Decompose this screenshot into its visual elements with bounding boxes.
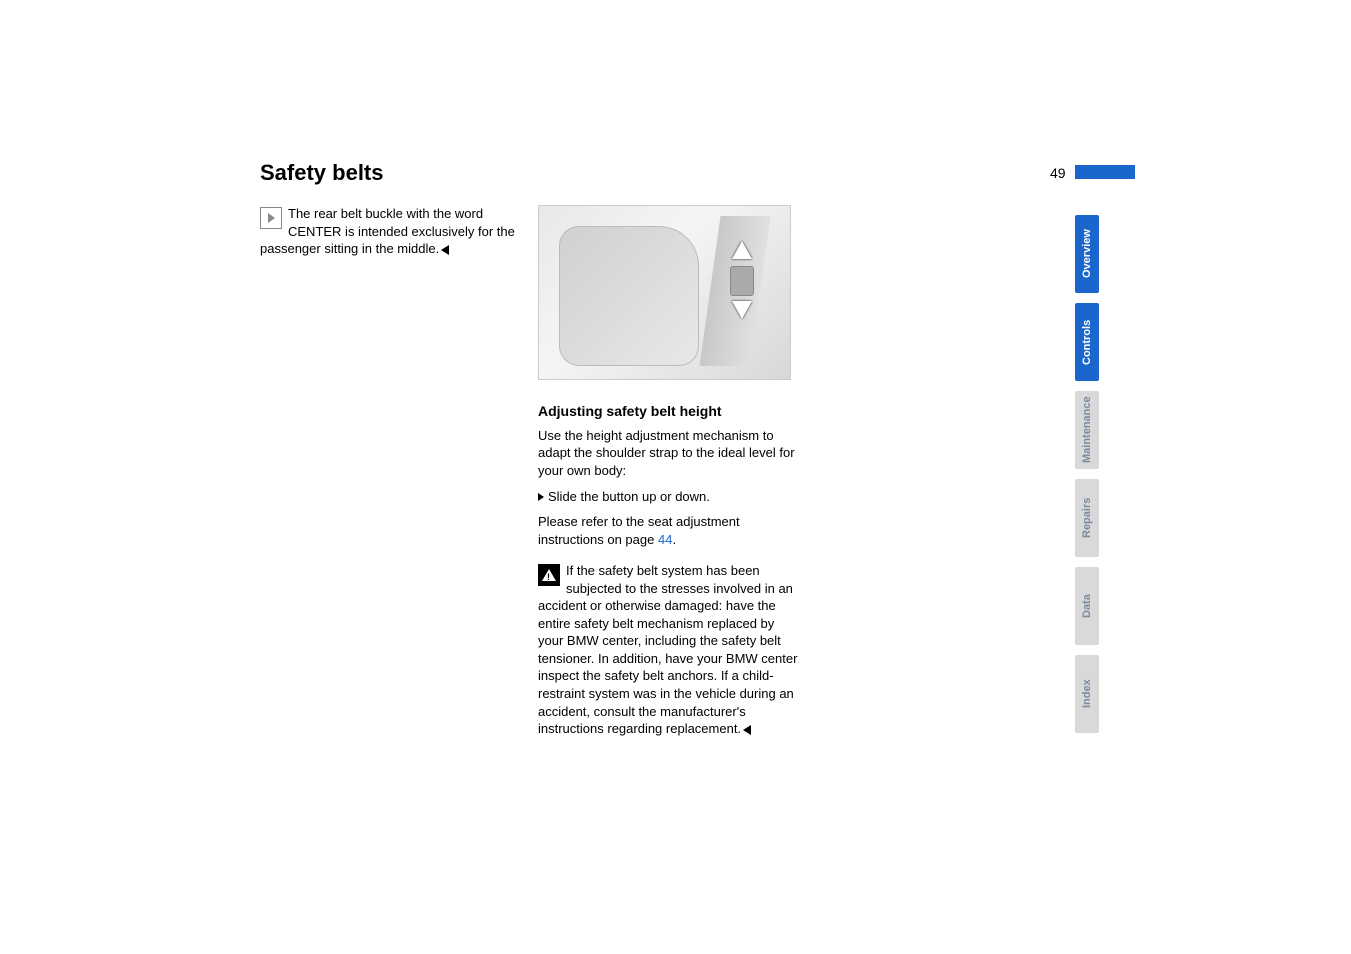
arrow-up-icon <box>732 241 752 259</box>
page-link-44[interactable]: 44 <box>658 532 672 547</box>
note-block: The rear belt buckle with the word CENTE… <box>260 205 525 258</box>
side-tabs: Overview Controls Maintenance Repairs Da… <box>1075 215 1099 743</box>
figure-adjust-button <box>730 266 754 296</box>
tab-maintenance[interactable]: Maintenance <box>1075 391 1099 469</box>
tab-controls[interactable]: Controls <box>1075 303 1099 381</box>
warning-block: If the safety belt system has been subje… <box>538 562 803 737</box>
note-text: The rear belt buckle with the word CENTE… <box>260 206 515 256</box>
para-refer-b: . <box>672 532 676 547</box>
right-column: Adjusting safety belt height Use the hei… <box>538 205 803 738</box>
page-title: Safety belts <box>260 160 1090 186</box>
page-number-bar <box>1075 165 1135 179</box>
para-refer-a: Please refer to the seat adjustment inst… <box>538 514 740 547</box>
left-column: The rear belt buckle with the word CENTE… <box>260 205 525 258</box>
arrow-down-icon <box>732 301 752 319</box>
end-mark-icon <box>743 725 751 735</box>
figure-seat <box>559 226 699 366</box>
tab-repairs[interactable]: Repairs <box>1075 479 1099 557</box>
bullet-slide: Slide the button up or down. <box>538 488 803 506</box>
page-number: 49 <box>1050 165 1066 181</box>
note-icon <box>260 207 282 229</box>
belt-height-figure <box>538 205 791 380</box>
tab-data[interactable]: Data <box>1075 567 1099 645</box>
subheading-adjusting: Adjusting safety belt height <box>538 402 803 421</box>
warning-icon <box>538 564 560 586</box>
bullet-text: Slide the button up or down. <box>548 489 710 504</box>
para-refer: Please refer to the seat adjustment inst… <box>538 513 803 548</box>
para-use-height: Use the height adjustment mechanism to a… <box>538 427 803 480</box>
tab-overview[interactable]: Overview <box>1075 215 1099 293</box>
end-mark-icon <box>441 245 449 255</box>
warning-text: If the safety belt system has been subje… <box>538 563 797 736</box>
bullet-icon <box>538 493 544 501</box>
tab-index[interactable]: Index <box>1075 655 1099 733</box>
